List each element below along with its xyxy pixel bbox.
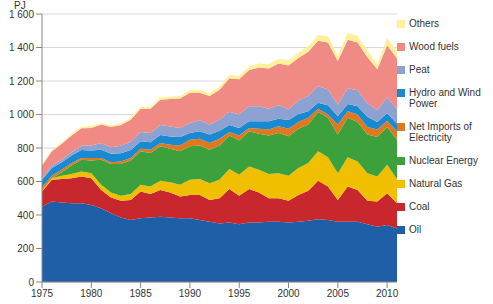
svg-text:1985: 1985 bbox=[129, 288, 152, 299]
html-text:Coal: Coal bbox=[409, 201, 430, 212]
svg-text:1 000: 1 000 bbox=[9, 109, 34, 120]
svg-text:2005: 2005 bbox=[327, 288, 350, 299]
svg-text:400: 400 bbox=[17, 210, 34, 221]
svg-text:1 400: 1 400 bbox=[9, 42, 34, 53]
svg-text:1995: 1995 bbox=[228, 288, 251, 299]
html-text:Net Imports of Electricity: Net Imports of Electricity bbox=[409, 121, 472, 143]
svg-text:2010: 2010 bbox=[376, 288, 399, 299]
svg-text:1 200: 1 200 bbox=[9, 76, 34, 87]
svg-text:200: 200 bbox=[17, 243, 34, 254]
html-text:Hydro and Wind Power: Hydro and Wind Power bbox=[409, 87, 481, 109]
svg-text:1 600: 1 600 bbox=[9, 9, 34, 20]
html-text:PJ: PJ bbox=[14, 0, 26, 11]
html-text:Peat: Peat bbox=[409, 64, 430, 75]
svg-text:1980: 1980 bbox=[80, 288, 103, 299]
html-text:Others: Others bbox=[409, 18, 439, 29]
svg-text:0: 0 bbox=[28, 277, 34, 288]
html-text:Wood fuels: Wood fuels bbox=[409, 41, 459, 52]
html-text:Natural Gas: Natural Gas bbox=[409, 178, 463, 189]
html-text:Nuclear Energy: Nuclear Energy bbox=[409, 155, 478, 166]
svg-text:2000: 2000 bbox=[277, 288, 300, 299]
svg-text:1975: 1975 bbox=[31, 288, 54, 299]
svg-text:1990: 1990 bbox=[179, 288, 202, 299]
svg-text:800: 800 bbox=[17, 143, 34, 154]
svg-text:600: 600 bbox=[17, 176, 34, 187]
html-text:Oil: Oil bbox=[409, 224, 422, 235]
